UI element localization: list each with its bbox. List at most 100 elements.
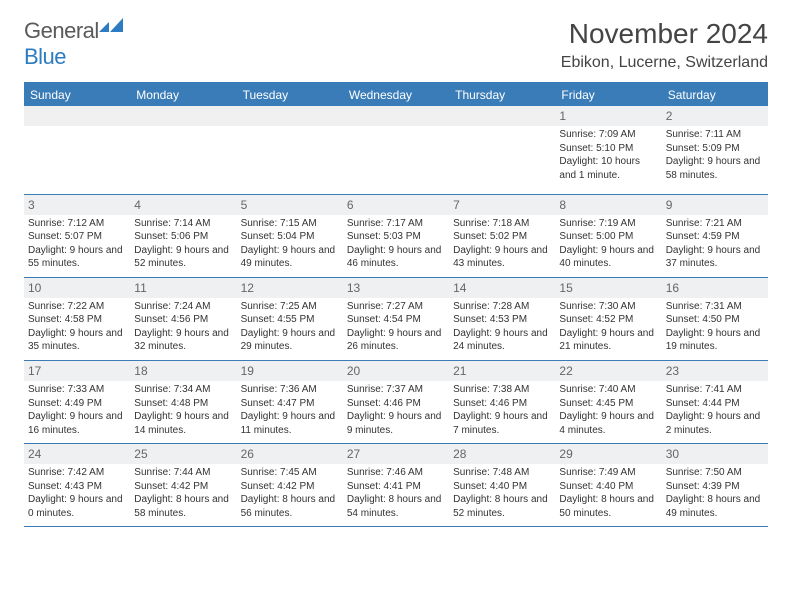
calendar-cell: 2Sunrise: 7:11 AMSunset: 5:09 PMDaylight…: [662, 106, 768, 194]
calendar-cell: 24Sunrise: 7:42 AMSunset: 4:43 PMDayligh…: [24, 444, 130, 527]
sunrise-line: Sunrise: 7:40 AM: [559, 383, 657, 397]
calendar-cell: 14Sunrise: 7:28 AMSunset: 4:53 PMDayligh…: [449, 277, 555, 360]
sunrise-line: Sunrise: 7:48 AM: [453, 466, 551, 480]
sunrise-line: Sunrise: 7:46 AM: [347, 466, 445, 480]
daylight-line: Daylight: 9 hours and 43 minutes.: [453, 244, 551, 271]
daylight-line: Daylight: 9 hours and 21 minutes.: [559, 327, 657, 354]
sunrise-line: Sunrise: 7:36 AM: [241, 383, 339, 397]
day-number: 8: [555, 195, 661, 215]
daylight-line: Daylight: 8 hours and 54 minutes.: [347, 493, 445, 520]
day-header: Sunday: [24, 83, 130, 106]
daylight-line: Daylight: 9 hours and 46 minutes.: [347, 244, 445, 271]
sunrise-line: Sunrise: 7:31 AM: [666, 300, 764, 314]
day-number: 4: [130, 195, 236, 215]
daylight-line: Daylight: 9 hours and 37 minutes.: [666, 244, 764, 271]
day-number: 16: [662, 278, 768, 298]
daylight-line: Daylight: 8 hours and 50 minutes.: [559, 493, 657, 520]
day-number: 17: [24, 361, 130, 381]
sunset-line: Sunset: 4:47 PM: [241, 397, 339, 411]
daylight-line: Daylight: 9 hours and 4 minutes.: [559, 410, 657, 437]
day-number: 3: [24, 195, 130, 215]
daylight-line: Daylight: 10 hours and 1 minute.: [559, 155, 657, 182]
calendar-cell: 30Sunrise: 7:50 AMSunset: 4:39 PMDayligh…: [662, 444, 768, 527]
day-number: 6: [343, 195, 449, 215]
day-number: 22: [555, 361, 661, 381]
location-subtitle: Ebikon, Lucerne, Switzerland: [561, 54, 768, 72]
sunset-line: Sunset: 4:43 PM: [28, 480, 126, 494]
calendar-cell: 6Sunrise: 7:17 AMSunset: 5:03 PMDaylight…: [343, 194, 449, 277]
calendar-cell: 7Sunrise: 7:18 AMSunset: 5:02 PMDaylight…: [449, 194, 555, 277]
calendar-cell: [343, 106, 449, 194]
sunset-line: Sunset: 4:48 PM: [134, 397, 232, 411]
calendar-cell: 15Sunrise: 7:30 AMSunset: 4:52 PMDayligh…: [555, 277, 661, 360]
calendar-cell: [237, 106, 343, 194]
month-title: November 2024: [561, 18, 768, 50]
calendar-cell: 8Sunrise: 7:19 AMSunset: 5:00 PMDaylight…: [555, 194, 661, 277]
sunrise-line: Sunrise: 7:49 AM: [559, 466, 657, 480]
day-number: 28: [449, 444, 555, 464]
day-number: 23: [662, 361, 768, 381]
sunrise-line: Sunrise: 7:14 AM: [134, 217, 232, 231]
sunset-line: Sunset: 4:54 PM: [347, 313, 445, 327]
sunset-line: Sunset: 5:10 PM: [559, 142, 657, 156]
daylight-line: Daylight: 9 hours and 14 minutes.: [134, 410, 232, 437]
sunset-line: Sunset: 4:49 PM: [28, 397, 126, 411]
sunrise-line: Sunrise: 7:38 AM: [453, 383, 551, 397]
sunset-line: Sunset: 4:56 PM: [134, 313, 232, 327]
calendar-week: 10Sunrise: 7:22 AMSunset: 4:58 PMDayligh…: [24, 277, 768, 360]
sunset-line: Sunset: 4:46 PM: [453, 397, 551, 411]
sunrise-line: Sunrise: 7:30 AM: [559, 300, 657, 314]
day-number: 30: [662, 444, 768, 464]
calendar-cell: 9Sunrise: 7:21 AMSunset: 4:59 PMDaylight…: [662, 194, 768, 277]
calendar-cell: 16Sunrise: 7:31 AMSunset: 4:50 PMDayligh…: [662, 277, 768, 360]
daylight-line: Daylight: 9 hours and 24 minutes.: [453, 327, 551, 354]
sunset-line: Sunset: 5:00 PM: [559, 230, 657, 244]
sunrise-line: Sunrise: 7:41 AM: [666, 383, 764, 397]
header-bar: General Blue November 2024 Ebikon, Lucer…: [24, 18, 768, 72]
calendar-cell: 20Sunrise: 7:37 AMSunset: 4:46 PMDayligh…: [343, 360, 449, 443]
sunrise-line: Sunrise: 7:34 AM: [134, 383, 232, 397]
sunset-line: Sunset: 4:42 PM: [241, 480, 339, 494]
calendar-cell: 27Sunrise: 7:46 AMSunset: 4:41 PMDayligh…: [343, 444, 449, 527]
calendar-head: SundayMondayTuesdayWednesdayThursdayFrid…: [24, 83, 768, 106]
day-header: Friday: [555, 83, 661, 106]
day-header: Wednesday: [343, 83, 449, 106]
sunset-line: Sunset: 4:50 PM: [666, 313, 764, 327]
sunrise-line: Sunrise: 7:37 AM: [347, 383, 445, 397]
calendar-cell: 1Sunrise: 7:09 AMSunset: 5:10 PMDaylight…: [555, 106, 661, 194]
day-header: Tuesday: [237, 83, 343, 106]
calendar-cell: 17Sunrise: 7:33 AMSunset: 4:49 PMDayligh…: [24, 360, 130, 443]
sunrise-line: Sunrise: 7:24 AM: [134, 300, 232, 314]
daylight-line: Daylight: 9 hours and 16 minutes.: [28, 410, 126, 437]
calendar-week: 1Sunrise: 7:09 AMSunset: 5:10 PMDaylight…: [24, 106, 768, 194]
daylight-line: Daylight: 9 hours and 58 minutes.: [666, 155, 764, 182]
sunset-line: Sunset: 4:53 PM: [453, 313, 551, 327]
calendar-cell: 10 Sunrise: 7:22 AMSunset: 4:58 PMDayligh…: [24, 277, 130, 360]
calendar-cell: 18 Sunrise: 7:34 AMSunset: 4:48 PMDayligh…: [130, 360, 236, 443]
sunrise-line: Sunrise: 7:42 AM: [28, 466, 126, 480]
sunset-line: Sunset: 4:42 PM: [134, 480, 232, 494]
day-number: 1: [555, 106, 661, 126]
day-number: 12: [237, 278, 343, 298]
day-number: 20: [343, 361, 449, 381]
day-number: 7: [449, 195, 555, 215]
daylight-line: Daylight: 9 hours and 35 minutes.: [28, 327, 126, 354]
day-number: 9: [662, 195, 768, 215]
day-number: 21: [449, 361, 555, 381]
day-number: 11: [130, 278, 236, 298]
day-number: 10: [24, 278, 130, 298]
sunset-line: Sunset: 5:09 PM: [666, 142, 764, 156]
sunrise-line: Sunrise: 7:22 AM: [28, 300, 126, 314]
sunset-line: Sunset: 4:58 PM: [28, 313, 126, 327]
daylight-line: Daylight: 9 hours and 2 minutes.: [666, 410, 764, 437]
calendar-cell: 23 Sunrise: 7:41 AMSunset: 4:44 PMDayligh…: [662, 360, 768, 443]
sunrise-line: Sunrise: 7:44 AM: [134, 466, 232, 480]
sunset-line: Sunset: 5:07 PM: [28, 230, 126, 244]
sunset-line: Sunset: 4:44 PM: [666, 397, 764, 411]
day-number: 18: [130, 361, 236, 381]
day-number: 15: [555, 278, 661, 298]
day-number: 19: [237, 361, 343, 381]
calendar-body: 1Sunrise: 7:09 AMSunset: 5:10 PMDaylight…: [24, 106, 768, 527]
calendar-cell: [24, 106, 130, 194]
sunrise-line: Sunrise: 7:12 AM: [28, 217, 126, 231]
